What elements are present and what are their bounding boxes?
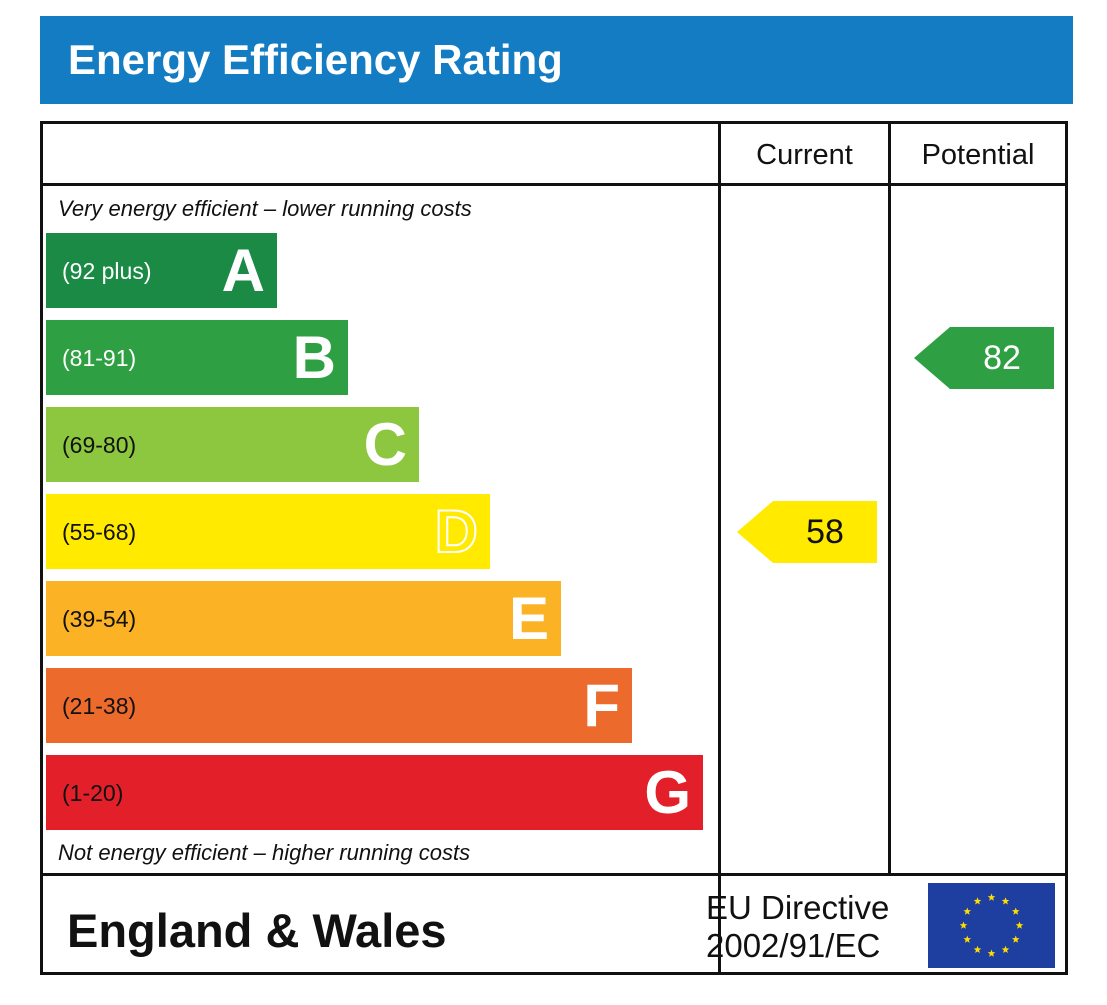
eu-flag-icon <box>928 883 1055 968</box>
band-range-label: (81-91) <box>62 344 137 371</box>
band-range-label: (39-54) <box>62 605 137 632</box>
chart-title: Energy Efficiency Rating <box>68 36 563 83</box>
band-c: (69-80) C <box>46 407 419 482</box>
band-range-label: (21-38) <box>62 692 137 719</box>
band-letter: C <box>363 410 407 478</box>
current-rating-arrow-value: 58 <box>806 512 844 551</box>
band-d: (55-68) D <box>46 494 490 569</box>
title-bar: Energy Efficiency Rating <box>40 16 1073 104</box>
band-b: (81-91) B <box>46 320 348 395</box>
band-letter: E <box>508 584 549 652</box>
band-f: (21-38) F <box>46 668 632 743</box>
column-divider-current <box>718 124 721 972</box>
band-e: (39-54) E <box>46 581 561 656</box>
eu-star <box>959 921 968 929</box>
eu-star <box>987 893 996 901</box>
band-range-label: (69-80) <box>62 431 137 458</box>
band-range-label: (55-68) <box>62 518 137 545</box>
band-letter: F <box>583 671 620 739</box>
column-divider-potential <box>888 124 891 876</box>
eu-star <box>973 945 982 953</box>
eu-star <box>1011 907 1020 915</box>
eu-star <box>1001 945 1010 953</box>
potential-rating-arrow-value: 82 <box>983 338 1021 377</box>
band-range-label: (92 plus) <box>62 257 152 284</box>
current-rating-arrow: 58 <box>737 500 877 563</box>
eu-star <box>1001 897 1010 905</box>
current-column-header: Current <box>756 139 853 171</box>
eu-star <box>987 949 996 957</box>
rating-table: Current Potential Very energy efficient … <box>40 121 1068 975</box>
eu-star <box>963 935 972 943</box>
eu-star <box>963 907 972 915</box>
band-letter: B <box>292 323 336 391</box>
potential-column-header: Potential <box>921 139 1035 171</box>
eu-directive: EU Directive 2002/91/EC <box>706 889 889 965</box>
caption-top: Very energy efficient – lower running co… <box>58 196 472 221</box>
potential-rating-arrow: 82 <box>914 326 1054 389</box>
band-letter: G <box>644 758 691 826</box>
header-divider <box>43 183 1065 186</box>
band-letter: D <box>434 497 479 565</box>
band-range-label: (1-20) <box>62 779 124 806</box>
caption-bottom: Not energy efficient – higher running co… <box>58 840 471 865</box>
band-a: (92 plus) A <box>46 233 277 308</box>
directive-line-1: EU Directive <box>706 889 890 926</box>
eu-star <box>973 897 982 905</box>
footer-divider <box>43 873 1065 876</box>
region-label: England & Wales <box>67 904 447 957</box>
eu-star <box>1015 921 1024 929</box>
band-letter: A <box>221 236 265 304</box>
band-g: (1-20) G <box>46 755 703 830</box>
directive-line-2: 2002/91/EC <box>706 927 881 964</box>
eu-star <box>1011 935 1020 943</box>
